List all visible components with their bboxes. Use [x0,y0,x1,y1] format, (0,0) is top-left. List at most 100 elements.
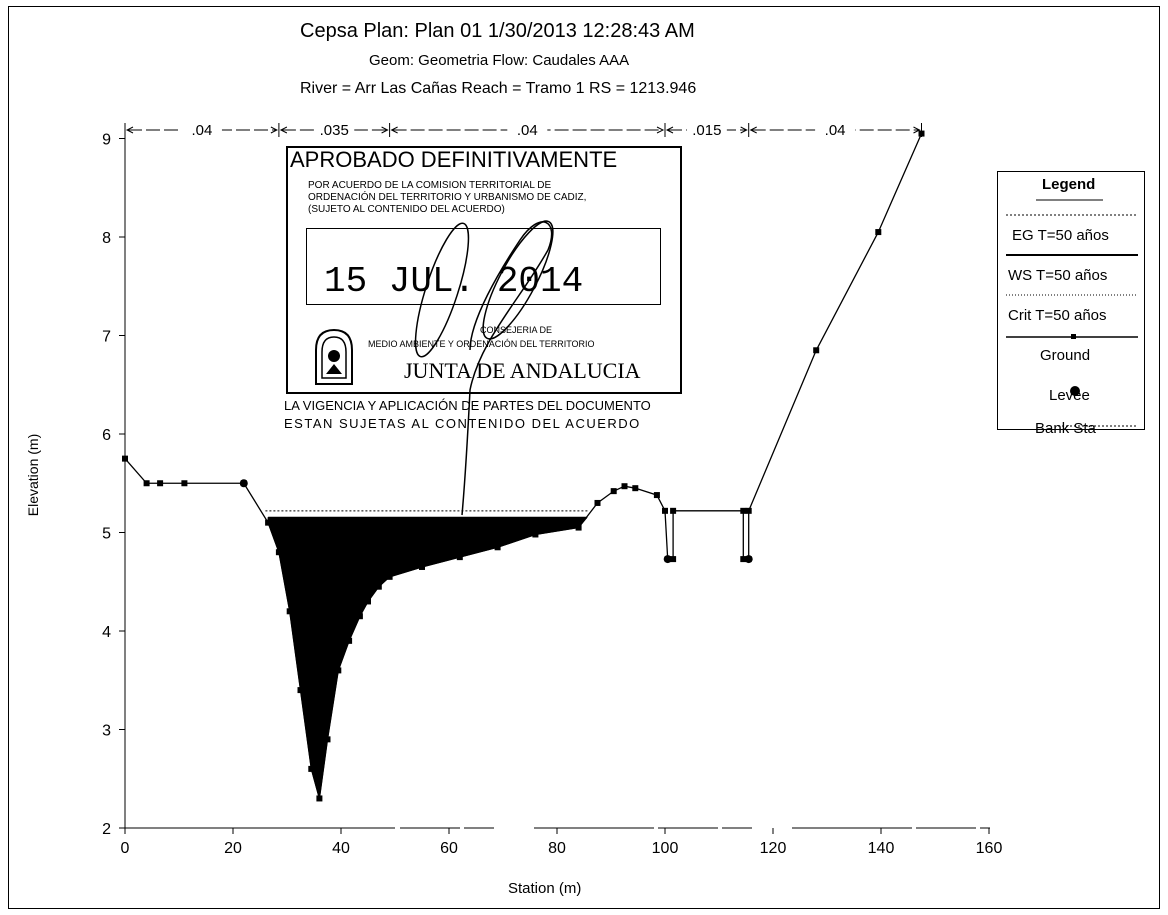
legend-item-ws: WS T=50 años [1008,267,1108,284]
ground-point [875,229,882,236]
ground-point [316,795,323,802]
stamp-title: APROBADO DEFINITIVAMENTE [290,147,618,172]
legend-bank-sta-marker [1070,386,1080,396]
manning-arrow-right [270,126,279,134]
ground-point [346,637,353,644]
stamp-line-2: ORDENACIÓN DEL TERRITORIO Y URBANISMO DE… [308,192,587,203]
stamp-border [286,146,682,394]
ground-point [157,480,164,487]
y-tick-label: 7 [102,329,111,346]
manning-label-bg [686,121,727,137]
signature-stroke [461,221,553,516]
ground-point [594,499,601,506]
stamp-note-1: LA VIGENCIA Y APLICACIÓN DE PARTES DEL D… [284,398,651,413]
manning-arrow-left [749,126,757,134]
ground-point [122,455,128,462]
ground-point [265,519,272,526]
y-tick-label: 6 [102,427,111,444]
x-tick-label: 120 [760,840,787,857]
bank-station-point [744,555,753,564]
stamp-date: 15 JUL. 2014 [324,261,584,302]
manning-label-bg [181,121,222,137]
approval-stamp: APROBADO DEFINITIVAMENTE POR ACUERDO DE … [286,146,686,396]
ground-point [275,549,282,556]
chart-subtitle-river-reach: River = Arr Las Cañas Reach = Tramo 1 RS… [300,80,697,97]
ground-point [143,480,150,487]
plot-frame [8,6,1160,909]
legend-title: Legend [1042,176,1096,193]
ground-point [621,483,628,490]
chart-subtitle-geometry-flow: Geom: Geometria Flow: Caudales AAA [369,52,630,69]
ground-point [335,667,342,674]
manning-arrow-left [665,126,674,134]
ground-point [308,765,315,772]
y-tick-label: 2 [102,821,111,838]
manning-arrow-left [125,126,134,134]
ground-point [532,531,539,538]
ground-point [324,736,331,743]
legend-item-ground: Ground [1040,347,1091,364]
x-tick-label: 140 [868,840,895,857]
manning-arrow-left [390,126,398,134]
signature-loop [414,222,470,358]
legend-item-bank-sta: Bank Sta [1035,420,1096,437]
ground-point [356,613,363,620]
ground-point [386,573,393,580]
junta-emblem-icon [315,328,353,385]
stamp-department-2: MEDIO AMBIENTE Y ORDENACIÓN DEL TERRITOR… [368,339,595,349]
manning-label-bg [815,121,856,137]
legend: Legend EG T=50 años WS T=50 años Crit T=… [997,171,1145,437]
legend-item-crit: Crit T=50 años [1008,307,1107,324]
ground-point [918,130,925,137]
x-tick-label: 40 [332,840,350,857]
manning-arrow-left [279,126,288,134]
ground-point [653,492,660,499]
bank-station-point [663,555,672,564]
y-tick-label: 9 [102,132,111,149]
ground-point [662,507,668,514]
manning-arrow-right [913,126,921,134]
x-tick-label: 60 [440,840,458,857]
x-tick-label: 160 [976,840,1003,857]
y-tick-label: 8 [102,230,111,247]
stamp-department-1: CONSEJERIA DE [480,325,553,335]
ground-point [181,480,188,487]
y-tick-label: 4 [102,624,111,641]
x-tick-label: 0 [121,840,130,857]
ground-point [813,347,820,354]
ground-point [670,507,677,514]
ground-point [575,524,582,531]
manning-label-bg [507,121,548,137]
manning-n-label: .035 [320,122,349,139]
ground-point [670,556,677,563]
manning-n-label: .04 [192,122,213,139]
bank-station-point [239,479,248,488]
stamp-line-3: (SUJETO AL CONTENIDO DEL ACUERDO) [308,204,505,215]
chart-title: Cepsa Plan: Plan 01 1/30/2013 12:28:43 A… [300,20,695,42]
manning-arrow-right [656,126,665,134]
x-tick-label: 80 [548,840,566,857]
manning-arrow-right [740,126,748,134]
legend-symbols [1006,199,1138,427]
ground-point [375,583,382,590]
ground-point [740,507,747,514]
stamp-note-2: ESTAN SUJETAS AL CONTENIDO DEL ACUERDO [284,416,641,431]
manning-n-label: .04 [825,122,846,139]
y-tick-label: 5 [102,526,111,543]
ground-point [745,507,752,514]
x-tick-label: 100 [652,840,679,857]
x-axis-label: Station (m) [508,880,582,897]
ground-point [419,563,425,570]
legend-item-eg: EG T=50 años [1012,227,1109,244]
ground-point [286,608,293,615]
ground-point [297,687,304,694]
y-axis-label: Elevation (m) [25,433,41,517]
manning-n-label: .04 [517,122,538,139]
ground-point [456,554,463,561]
stamp-line-1: POR ACUERDO DE LA COMISION TERRITORIAL D… [308,180,552,191]
ground-point [610,488,617,495]
x-tick-label: 20 [224,840,242,857]
stamp-date-box [306,228,661,305]
ground-point [632,485,639,492]
